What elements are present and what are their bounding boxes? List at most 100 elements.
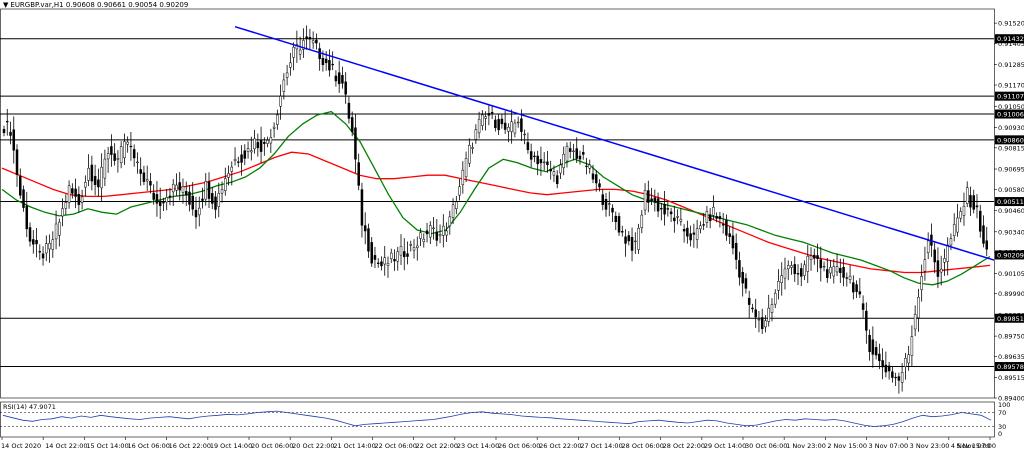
candle-body — [653, 197, 657, 203]
candle-body — [855, 284, 858, 292]
x-tick-label: 19 Oct 14:00 — [210, 442, 252, 450]
candle-body — [777, 281, 780, 291]
candle-body — [315, 39, 318, 44]
candle-body — [978, 210, 982, 232]
candle-body — [344, 81, 347, 95]
candle-body — [702, 224, 705, 226]
candle-body — [399, 246, 403, 256]
candle-body — [734, 243, 738, 260]
candle-body — [591, 173, 595, 180]
candle-body — [425, 230, 429, 235]
candle-body — [764, 320, 767, 328]
candle-body — [822, 265, 826, 268]
candle-body — [54, 223, 58, 240]
symbol-header: ▼ EURGBP.var,H1 0.90608 0.90661 0.90054 0… — [3, 1, 188, 9]
candle-body — [155, 194, 159, 204]
candle-body — [920, 276, 923, 290]
candle-body — [523, 133, 526, 136]
candle-body — [175, 184, 178, 191]
candle-body — [481, 114, 484, 126]
candle-body — [816, 255, 819, 259]
candle-body — [468, 145, 471, 164]
candle-body — [324, 58, 328, 64]
candle-body — [129, 145, 133, 148]
candle-body — [110, 146, 113, 155]
candle-body — [292, 46, 295, 58]
candle-body — [149, 181, 152, 186]
x-tick-label: 30 Oct 06:00 — [745, 442, 787, 450]
candle-body — [80, 196, 84, 203]
candle-body — [910, 336, 914, 356]
candle-body — [90, 164, 94, 182]
trendline-layer — [234, 25, 995, 261]
candle-body — [894, 376, 897, 379]
candle-body — [552, 171, 556, 176]
candle-body — [188, 191, 191, 205]
candle-body — [132, 149, 136, 159]
rsi-axis-label: 100 — [998, 401, 1010, 409]
x-tick-label: 23 Oct 14:00 — [457, 442, 499, 450]
candle-body — [874, 347, 878, 356]
candle-body — [67, 185, 71, 203]
candle-body — [350, 117, 354, 132]
y-tick-label: 0.91405 — [998, 40, 1024, 48]
candle-body — [38, 251, 42, 253]
candle-body — [123, 141, 126, 159]
candle-body — [809, 255, 813, 260]
candle-body — [380, 261, 383, 267]
level-price-tag — [995, 34, 1024, 44]
candle-body — [77, 194, 81, 205]
main-plot-area — [0, 8, 995, 399]
candle-body — [800, 268, 803, 277]
candle-body — [32, 239, 35, 245]
candle-body — [15, 149, 19, 175]
level-price-tag — [995, 197, 1024, 207]
candle-body — [341, 75, 344, 84]
candle-body — [669, 211, 673, 215]
candle-body — [965, 187, 969, 204]
triangle-down-icon[interactable]: ▼ — [3, 1, 9, 9]
candle-body — [904, 357, 907, 367]
level-price-tag — [995, 313, 1024, 323]
candle-body — [637, 227, 640, 250]
candle-body — [484, 116, 487, 119]
candle-body — [308, 36, 312, 40]
x-tick-label: 28 Oct 22:00 — [663, 442, 705, 450]
price-series — [2, 25, 988, 394]
candle-body — [627, 235, 631, 242]
candle-body — [429, 225, 432, 238]
candle-body — [337, 72, 341, 85]
candle-body — [93, 176, 97, 185]
candle-body — [604, 199, 608, 210]
candle-body — [302, 40, 305, 50]
candle-body — [168, 195, 172, 198]
candle-body — [272, 126, 276, 129]
candle-body — [608, 203, 611, 205]
candle-body — [214, 196, 217, 210]
candle-body — [298, 49, 302, 55]
candle-body — [211, 193, 214, 204]
y-tick-label: 0.91050 — [998, 103, 1024, 111]
candle-body — [712, 206, 715, 216]
candle-body — [474, 129, 478, 140]
y-tick-label: 0.89990 — [998, 290, 1024, 298]
candle-body — [178, 182, 181, 191]
candle-body — [832, 266, 836, 277]
candle-body — [409, 244, 413, 246]
candle-body — [959, 211, 962, 219]
candle-body — [598, 183, 601, 188]
candle-body — [907, 354, 910, 364]
candle-body — [406, 253, 409, 257]
y-tick-label: 0.89635 — [998, 353, 1024, 361]
candle-body — [61, 208, 64, 217]
candle-body — [269, 137, 273, 144]
candle-body — [660, 208, 663, 210]
candle-body — [285, 72, 289, 78]
candle-body — [767, 307, 770, 322]
candle-body — [263, 141, 266, 144]
candle-body — [416, 245, 419, 249]
candle-body — [19, 176, 22, 196]
level-price-label: 0.91006 — [997, 111, 1024, 119]
